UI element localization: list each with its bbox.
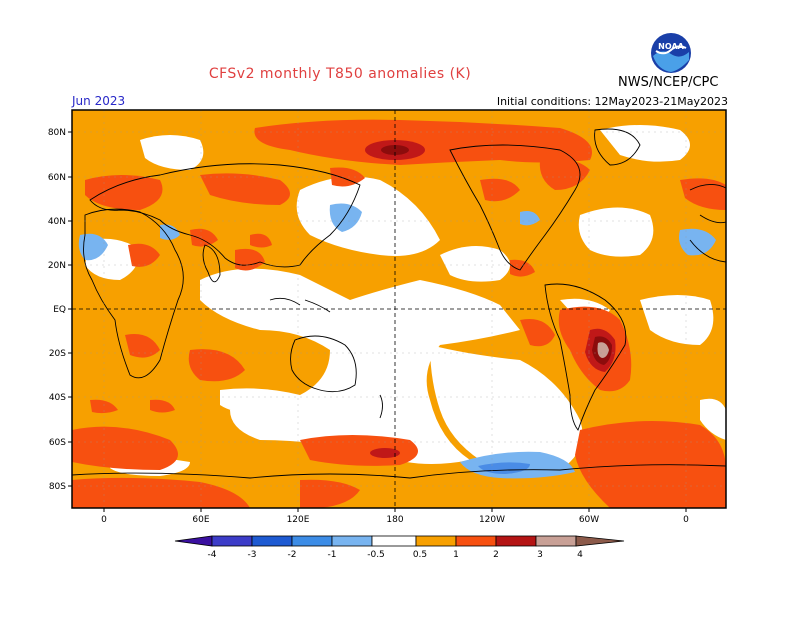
colorbar-arrow-left [174,535,213,547]
colorbar-label: 3 [537,550,543,560]
lon-label: 60E [192,515,209,525]
lat-label: 60S [49,438,66,448]
colorbar-label: -1 [328,550,337,560]
lat-label: 80N [48,128,66,138]
lat-label: 80S [49,482,66,492]
colorbar-label: 0.5 [413,550,427,560]
colorbar-cell [495,535,537,547]
lat-label: 40N [48,217,66,227]
initial-conditions: Initial conditions: 12May2023-21May2023 [496,95,728,108]
lon-label: 180 [386,515,403,525]
colorbar-label: 1 [453,550,459,560]
lon-label: 0 [683,515,689,525]
colorbar-cell [291,535,333,547]
colorbar-label: -0.5 [367,550,385,560]
lon-label: 60W [579,515,599,525]
strong-warm-anomalies [365,140,616,458]
colorbar [174,535,625,547]
colorbar-label: -4 [208,550,217,560]
noaa-logo: NOAA [651,33,691,73]
colorbar-label: 2 [493,550,499,560]
lat-label: 40S [49,393,66,403]
colorbar-label: -2 [288,550,297,560]
agency-label: NWS/NCEP/CPC [618,75,719,90]
colorbar-cell [211,535,253,547]
lon-label: 0 [101,515,107,525]
colorbar-cell [455,535,497,547]
chart-title: CFSv2 monthly T850 anomalies (K) [208,66,472,82]
colorbar-cell [371,535,417,547]
warm-anomalies [72,119,726,508]
lat-label: 20N [48,261,66,271]
lon-label: 120E [287,515,310,525]
neutral-regions [85,125,726,476]
colorbar-label: -3 [248,550,257,560]
forecast-period: Jun 2023 [72,94,126,108]
lat-label: 20S [49,349,66,359]
gridlines [72,110,726,508]
coastlines [72,128,726,479]
cool-anomalies [78,203,716,479]
colorbar-cell [415,535,457,547]
colorbar-cell [251,535,293,547]
lat-label: 60N [48,173,66,183]
colorbar-label: 4 [577,550,583,560]
lat-label: EQ [53,305,66,315]
logo-text: NOAA [658,42,684,51]
colorbar-cell [331,535,373,547]
colorbar-arrow-right [575,535,625,547]
colorbar-cell [535,535,577,547]
lon-label: 120W [479,515,505,525]
